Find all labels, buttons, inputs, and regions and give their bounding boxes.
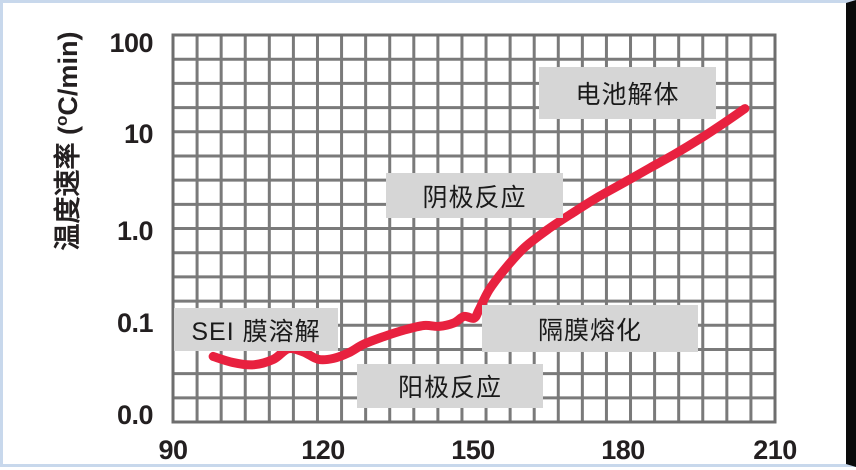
y-tick-label-1.0: 1.0 <box>116 216 154 246</box>
x-tick-label-180: 180 <box>601 435 645 465</box>
y-tick-label-10: 10 <box>123 119 154 149</box>
x-tick-label-150: 150 <box>451 435 495 465</box>
data-series-line <box>208 104 750 370</box>
x-tick-label-90: 90 <box>158 435 188 465</box>
x-tick-label-120: 120 <box>301 435 345 465</box>
x-tick-label-210: 210 <box>753 435 797 465</box>
plot-frame <box>171 33 777 424</box>
y-tick-label-100: 100 <box>109 28 153 58</box>
y-tick-label-0.0: 0.0 <box>116 400 154 430</box>
annotation-separator-melting: 隔膜熔化 <box>482 305 698 352</box>
plot-area <box>171 33 777 424</box>
y-tick-label-0.1: 0.1 <box>116 308 154 338</box>
annotation-anode-reaction: 阳极反应 <box>357 364 543 408</box>
annotation-cathode-reaction: 阴极反应 <box>386 173 563 218</box>
annotation-sei-dissolution: SEI 膜溶解 <box>174 308 338 351</box>
annotation-cell-disassembly: 电池解体 <box>539 67 716 119</box>
